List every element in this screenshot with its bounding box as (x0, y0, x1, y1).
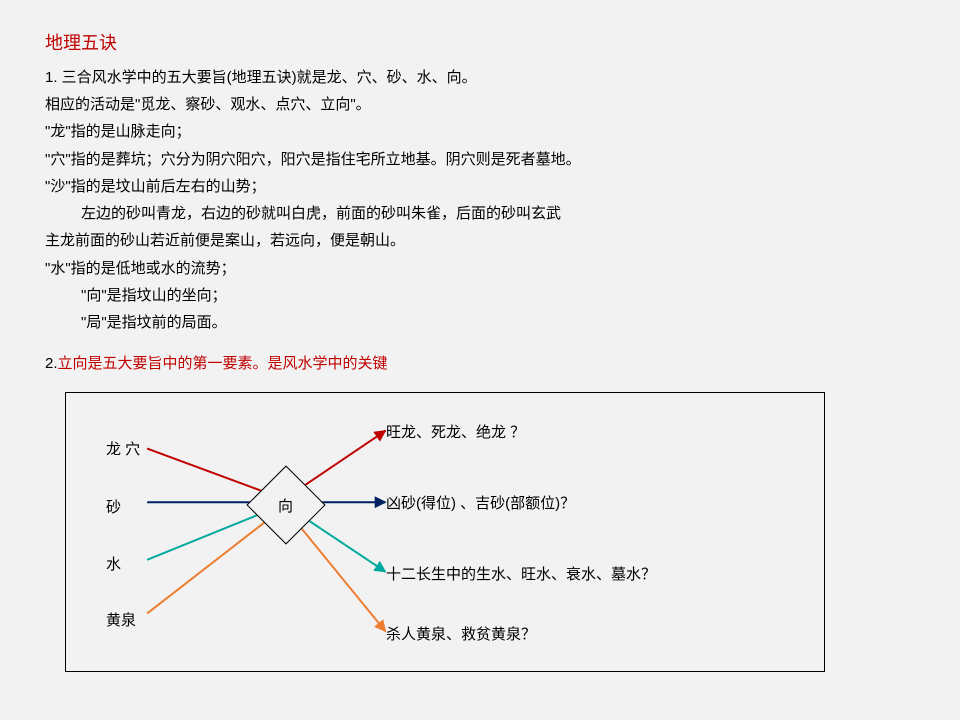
title-text: 地理五诀 (45, 33, 117, 53)
section-2: 2.立向是五大要旨中的第一要素。是风水学中的关键 (45, 352, 915, 375)
para-6: 左边的砂叫青龙，右边的砂就叫白虎，前面的砂叫朱雀，后面的砂叫玄武 (45, 202, 915, 225)
para-8: "水"指的是低地或水的流势； (45, 257, 915, 280)
section-2-prefix: 2. (45, 355, 58, 372)
diagram-lines (66, 393, 824, 671)
para-2: 相应的活动是"觅龙、察砂、观水、点穴、立向"。 (45, 93, 915, 116)
fengshui-diagram: 向 龙 穴砂水黄泉 旺龙、死龙、绝龙 ？凶砂(得位) 、吉砂(部额位)？十二长生… (65, 392, 825, 672)
para-4: "穴"指的是葬坑；穴分为阴穴阳穴，阳穴是指住宅所立地基。阴穴则是死者墓地。 (45, 148, 915, 171)
para-10: "局"是指坟前的局面。 (45, 311, 915, 334)
para-7: 主龙前面的砂山若近前便是案山，若远向，便是朝山。 (45, 229, 915, 252)
para-1: 1. 三合风水学中的五大要旨(地理五诀)就是龙、穴、砂、水、向。 (45, 66, 915, 89)
page-title: 地理五诀 (45, 30, 915, 58)
center-diamond-label: 向 (278, 495, 293, 518)
section-2-text: 立向是五大要旨中的第一要素。是风水学中的关键 (58, 355, 388, 372)
para-5: "沙"指的是坟山前后左右的山势； (45, 175, 915, 198)
para-3: "龙"指的是山脉走向； (45, 120, 915, 143)
para-9: "向"是指坟山的坐向； (45, 284, 915, 307)
